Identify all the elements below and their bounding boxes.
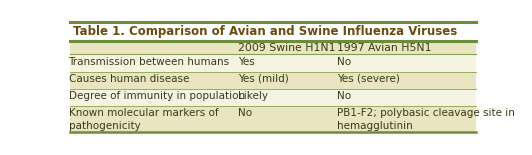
Text: Yes (mild): Yes (mild): [238, 74, 288, 84]
Text: Yes (severe): Yes (severe): [337, 74, 400, 84]
Text: 1997 Avian H5N1: 1997 Avian H5N1: [337, 42, 431, 53]
Text: Causes human disease: Causes human disease: [69, 74, 189, 84]
Text: Yes: Yes: [238, 57, 254, 66]
Text: Transmission between humans: Transmission between humans: [69, 57, 230, 66]
Bar: [70, 89, 476, 106]
Text: Known molecular markers of
pathogenicity: Known molecular markers of pathogenicity: [69, 108, 218, 131]
Bar: [70, 72, 476, 89]
Text: No: No: [238, 108, 252, 118]
Text: No: No: [337, 91, 351, 101]
Bar: [70, 22, 476, 41]
Text: No: No: [337, 57, 351, 66]
Text: Likely: Likely: [238, 91, 268, 101]
Bar: [70, 41, 476, 54]
Text: 2009 Swine H1N1: 2009 Swine H1N1: [238, 42, 335, 53]
Text: Degree of immunity in population: Degree of immunity in population: [69, 91, 245, 101]
Bar: [70, 54, 476, 72]
Text: Table 1. Comparison of Avian and Swine Influenza Viruses: Table 1. Comparison of Avian and Swine I…: [73, 25, 458, 38]
Bar: [70, 106, 476, 132]
Text: PB1-F2; polybasic cleavage site in
hemagglutinin: PB1-F2; polybasic cleavage site in hemag…: [337, 108, 514, 131]
